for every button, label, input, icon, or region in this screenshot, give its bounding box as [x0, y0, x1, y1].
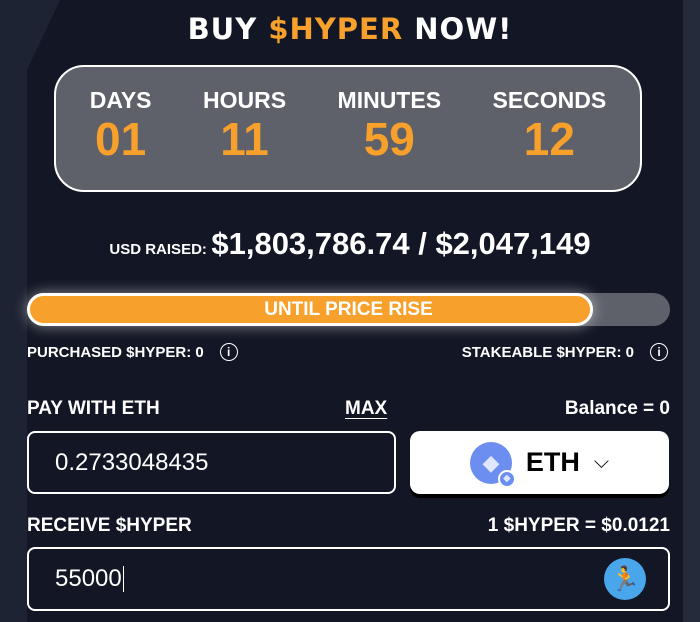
progress-fill	[27, 293, 594, 326]
page-title: BUY $HYPER NOW!	[0, 12, 700, 46]
hyper-mascot-icon: 🏃	[604, 558, 646, 600]
receive-amount-input[interactable]: 55000	[27, 547, 670, 611]
unit-label: MINUTES	[337, 87, 442, 113]
usd-raised: USD RAISED: $1,803,786.74 / $2,047,149	[0, 226, 700, 262]
unit-label: SECONDS	[492, 87, 607, 113]
token-select[interactable]: ◆ ◆ ETH ⌵	[410, 431, 669, 494]
raised-value: $1,803,786.74 / $2,047,149	[211, 226, 591, 261]
progress-label: UNTIL PRICE RISE	[264, 299, 433, 320]
pay-amount-value: 0.2733048435	[55, 448, 209, 476]
info-icon[interactable]: i	[650, 343, 668, 361]
purchased-label: PURCHASED $HYPER: 0	[27, 343, 204, 361]
unit-label: DAYS	[89, 87, 152, 113]
unit-value: 59	[363, 113, 415, 165]
rate-label: 1 $HYPER = $0.0121	[487, 515, 670, 536]
countdown-minutes: MINUTES 59	[338, 67, 442, 190]
countdown-hours: HOURS 11	[203, 67, 286, 190]
unit-value: 11	[220, 113, 269, 165]
receive-amount-value: 55000	[55, 565, 122, 592]
raised-label: USD RAISED:	[109, 241, 207, 258]
countdown-seconds: SECONDS 12	[493, 67, 607, 190]
pay-amount-input[interactable]: 0.2733048435	[27, 431, 396, 494]
stakeable-label: STAKEABLE $HYPER: 0	[461, 343, 634, 361]
unit-value: 01	[95, 113, 147, 165]
title-post: NOW!	[403, 12, 513, 46]
text-caret	[122, 566, 125, 592]
purchased-info: PURCHASED $HYPER: 0 i	[27, 343, 238, 361]
info-icon[interactable]: i	[219, 343, 238, 361]
receive-label: RECEIVE $HYPER	[27, 515, 192, 536]
token-label: ETH	[525, 447, 580, 477]
title-pre: BUY	[187, 12, 269, 46]
max-button[interactable]: MAX	[345, 398, 388, 419]
unit-value: 12	[523, 113, 575, 165]
chevron-down-icon: ⌵	[593, 451, 610, 473]
title-accent: $HYPER	[268, 12, 404, 46]
ethereum-icon: ◆ ◆	[469, 441, 516, 488]
balance-label: Balance = 0	[564, 398, 670, 419]
stakeable-info: STAKEABLE $HYPER: 0 i	[462, 343, 668, 361]
unit-label: HOURS	[203, 87, 287, 113]
countdown-days: DAYS 01	[90, 67, 152, 190]
side-strip	[683, 0, 700, 622]
pay-label: PAY WITH ETH	[27, 398, 160, 419]
countdown-timer: DAYS 01 HOURS 11 MINUTES 59 SECONDS 12	[54, 65, 642, 192]
progress-bar: UNTIL PRICE RISE	[27, 293, 670, 326]
